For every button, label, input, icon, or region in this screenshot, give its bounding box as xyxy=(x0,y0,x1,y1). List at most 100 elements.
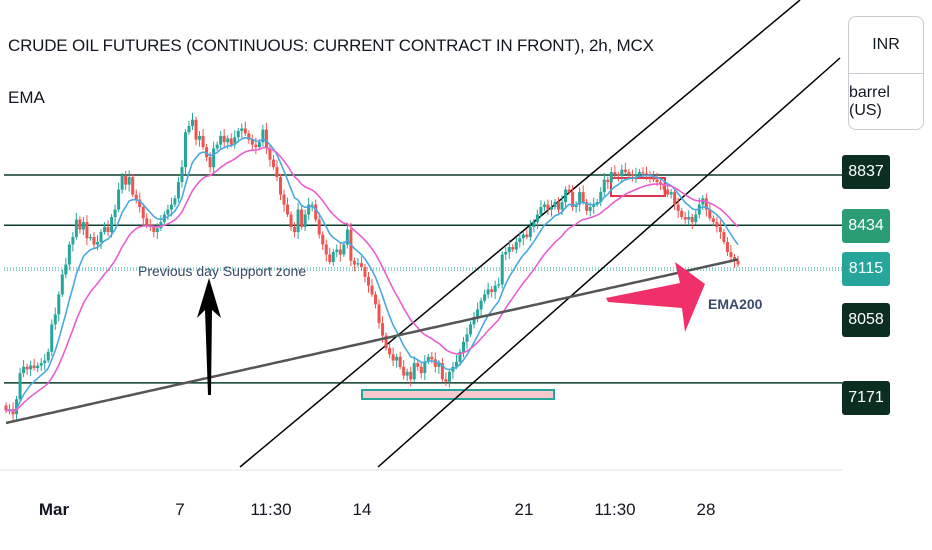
candle-body xyxy=(127,177,131,185)
candle-body xyxy=(261,129,265,143)
candle-body xyxy=(462,341,465,352)
candle-body xyxy=(578,192,582,205)
candle-body xyxy=(53,314,57,325)
candle-body xyxy=(430,356,434,360)
candle-body xyxy=(535,214,539,223)
candle-body xyxy=(226,138,230,143)
channel-line xyxy=(377,57,841,468)
candle-body xyxy=(338,249,342,255)
candle-body xyxy=(419,366,423,374)
unit-button[interactable]: barrel (US) xyxy=(849,73,923,130)
candle-body xyxy=(145,218,149,226)
candle-body xyxy=(525,234,529,238)
candle-body xyxy=(212,148,216,168)
candle-body xyxy=(359,263,363,267)
candle-body xyxy=(43,360,47,364)
candle-body xyxy=(680,210,684,218)
candle-body xyxy=(549,207,553,210)
candle-body xyxy=(50,324,54,352)
candle-body xyxy=(500,254,504,285)
candle-body xyxy=(458,351,462,362)
candle-body xyxy=(85,222,89,239)
candle-body xyxy=(67,244,71,265)
x-tick-1130-b: 11:30 xyxy=(594,500,636,519)
candle-body xyxy=(254,144,258,148)
candle-body xyxy=(395,356,399,361)
candle-body xyxy=(131,177,135,195)
candle-body xyxy=(433,359,437,367)
candle-body xyxy=(725,242,729,253)
candle-body xyxy=(18,373,22,400)
candle-body xyxy=(602,179,606,193)
candle-body xyxy=(454,361,458,367)
candle-body xyxy=(708,209,712,219)
candle-body xyxy=(356,263,360,265)
candle-body xyxy=(279,177,282,195)
price-tag-8837: 8837 xyxy=(842,155,890,189)
candle-body xyxy=(662,184,666,190)
candle-body xyxy=(571,192,575,208)
candle-body xyxy=(476,309,480,317)
candle-body xyxy=(141,207,145,219)
candle-body xyxy=(289,214,293,228)
price-tag-8434: 8434 xyxy=(842,209,890,243)
candle-body xyxy=(236,130,240,138)
candle-body xyxy=(447,371,451,382)
candle-body xyxy=(377,304,381,324)
candle-body xyxy=(352,260,356,265)
candle-body xyxy=(39,363,43,366)
candle-body xyxy=(96,242,99,245)
candle-body xyxy=(479,300,483,310)
candle-body xyxy=(57,294,61,315)
candle-body xyxy=(532,222,536,228)
candle-body xyxy=(110,217,114,233)
candle-body xyxy=(78,219,82,230)
candle-body xyxy=(363,266,367,277)
candle-body xyxy=(134,194,138,200)
candle-body xyxy=(205,147,209,158)
candle-body xyxy=(715,222,719,228)
candle-body xyxy=(60,274,64,295)
candle-body xyxy=(634,174,638,176)
candle-body xyxy=(486,289,490,295)
candle-body xyxy=(609,172,613,183)
ema-mid-line xyxy=(5,146,739,412)
candle-body xyxy=(574,204,578,208)
x-tick-mar: Mar xyxy=(38,500,70,519)
candle-body xyxy=(321,234,325,245)
candle-body xyxy=(391,354,395,361)
candle-body xyxy=(198,135,202,140)
candle-body xyxy=(493,285,497,292)
currency-button[interactable]: INR xyxy=(872,36,900,53)
candle-body xyxy=(542,204,546,208)
candle-body xyxy=(187,125,191,133)
candle-body xyxy=(592,204,596,208)
chart-title: CRUDE OIL FUTURES (CONTINUOUS: CURRENT C… xyxy=(8,36,654,55)
candle-body xyxy=(324,244,328,255)
price-tag-8058: 8058 xyxy=(842,303,890,337)
candle-body xyxy=(103,227,107,233)
candle-body xyxy=(416,363,420,367)
support-zone-label: Previous day Support zone xyxy=(138,263,306,279)
ema-fast-line xyxy=(5,136,739,412)
candle-body xyxy=(169,204,173,210)
candle-body xyxy=(264,129,268,149)
candle-body xyxy=(310,204,314,206)
candle-body xyxy=(106,227,110,233)
candle-body xyxy=(180,167,184,183)
candle-body xyxy=(331,252,335,262)
indicator-label: EMA xyxy=(8,88,45,107)
candle-body xyxy=(293,227,297,233)
candle-body xyxy=(546,204,550,210)
unit-selector[interactable]: INR barrel (US) xyxy=(848,16,924,130)
candle-body xyxy=(370,285,374,295)
candle-body xyxy=(440,363,444,380)
candle-body xyxy=(539,207,543,215)
candle-body xyxy=(690,217,694,223)
candle-body xyxy=(243,128,247,134)
candle-body xyxy=(99,232,103,243)
candle-body xyxy=(652,175,656,180)
candle-body xyxy=(627,172,631,175)
candle-body xyxy=(623,169,627,173)
